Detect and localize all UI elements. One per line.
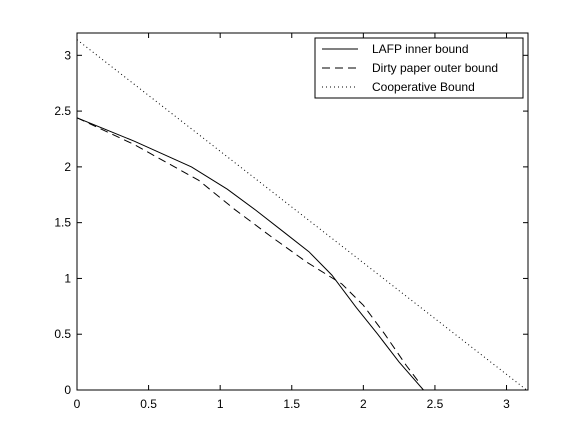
y-tick-label: 3: [64, 48, 71, 62]
x-tick-label: 2.5: [427, 397, 444, 411]
y-tick-label: 0: [64, 383, 71, 397]
x-axis: 0 0.5 1 1.5 2 2.5 3: [74, 33, 510, 411]
legend: LAFP inner bound Dirty paper outer bound…: [314, 37, 524, 99]
x-tick-label: 1.5: [283, 397, 300, 411]
legend-label-lafp: LAFP inner bound: [372, 42, 469, 56]
x-tick-label: 0: [74, 397, 81, 411]
series-line-dotted: [76, 39, 527, 391]
y-axis: 0 0.5 1 1.5 2 2.5 3: [54, 48, 528, 397]
x-tick-label: 0.5: [140, 397, 157, 411]
plot-lines: [76, 39, 527, 391]
legend-label-dirty-paper: Dirty paper outer bound: [372, 61, 498, 75]
x-tick-label: 1: [217, 397, 224, 411]
y-tick-label: 1: [64, 271, 71, 285]
x-tick-label: 3: [503, 397, 510, 411]
y-tick-label: 2: [64, 160, 71, 174]
series-line-dashed: [76, 117, 421, 385]
x-tick-label: 2: [360, 397, 367, 411]
legend-label-cooperative: Cooperative Bound: [372, 80, 475, 94]
y-tick-label: 0.5: [54, 327, 71, 341]
y-tick-label: 2.5: [54, 104, 71, 118]
axes-box: [76, 32, 529, 391]
y-tick-label: 1.5: [54, 216, 71, 230]
series-line-solid: [76, 117, 424, 391]
